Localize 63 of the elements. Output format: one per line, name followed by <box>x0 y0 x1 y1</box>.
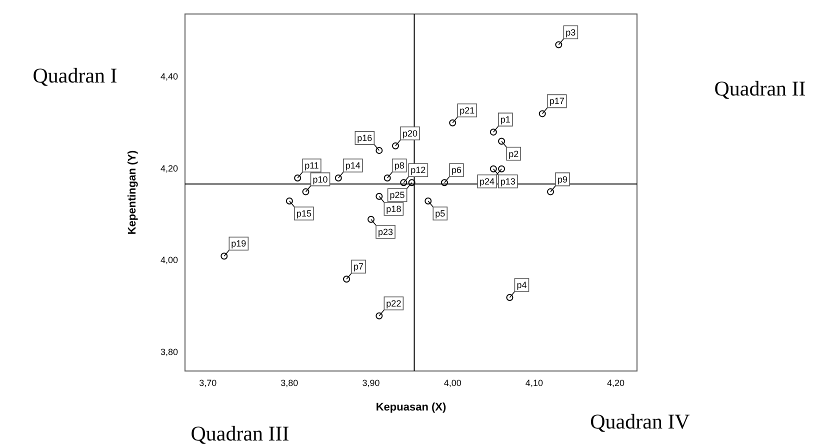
point <box>286 198 293 204</box>
data-label: p1 <box>500 114 510 125</box>
y-tick-label: 3,80 <box>160 347 178 358</box>
data-label: p11 <box>304 160 319 171</box>
data-label: p22 <box>386 298 402 308</box>
data-label: p12 <box>410 165 426 176</box>
point <box>547 188 554 196</box>
point <box>334 174 342 182</box>
text: Quadran I <box>32 64 118 88</box>
data-label: p19 <box>231 238 246 249</box>
x-tick-label: 3,90 <box>362 378 380 388</box>
point <box>490 128 497 136</box>
data-label: p24 <box>480 176 495 186</box>
point <box>294 174 302 182</box>
y-tick-label: 4,00 <box>160 255 178 266</box>
data-label: p15 <box>296 208 312 218</box>
point <box>498 138 506 145</box>
point <box>384 174 391 182</box>
x-tick-label: 4,20 <box>607 378 625 388</box>
data-label: p5 <box>435 208 446 218</box>
point <box>376 192 383 200</box>
point <box>506 294 514 301</box>
x-tick-label: 3,70 <box>199 378 217 388</box>
data-label: p4 <box>516 280 527 290</box>
data-label: p6 <box>451 165 462 176</box>
data-label: p23 <box>378 226 394 237</box>
y-axis-title: Kepentingan (Y) <box>126 150 139 235</box>
point <box>449 119 456 126</box>
data-label: p7 <box>354 262 364 272</box>
data-label: p21 <box>460 105 475 116</box>
text: Quadran IV <box>590 410 690 434</box>
point <box>555 41 562 48</box>
point <box>376 312 383 320</box>
data-label: p2 <box>508 148 519 159</box>
data-label: p25 <box>390 190 405 200</box>
data-label: p8 <box>394 160 404 171</box>
data-label: p3 <box>566 27 576 38</box>
text: Quadran II <box>714 76 806 101</box>
data-label: p17 <box>549 96 564 106</box>
data-label: p14 <box>345 160 360 171</box>
data-label: p10 <box>312 174 328 184</box>
point <box>392 142 399 150</box>
x-axis-title: Kepuasan (X) <box>376 401 446 414</box>
y-tick-label: 4,40 <box>160 71 178 82</box>
data-label: p13 <box>500 176 516 186</box>
point <box>424 198 432 204</box>
point <box>220 252 228 260</box>
x-tick-label: 3,80 <box>280 378 298 388</box>
point <box>343 276 350 283</box>
point <box>376 146 383 154</box>
point <box>302 188 310 196</box>
x-tick-label: 4,00 <box>444 378 462 388</box>
data-label: p18 <box>386 204 402 214</box>
text: Quadran III <box>190 422 290 446</box>
data-label: p9 <box>558 174 568 184</box>
point <box>498 165 506 172</box>
data-label: p20 <box>402 128 418 138</box>
point <box>490 165 497 172</box>
point <box>538 110 546 118</box>
data-label: p16 <box>357 132 372 143</box>
y-tick-label: 4,20 <box>160 163 178 174</box>
x-tick-label: 4,10 <box>525 378 543 388</box>
point <box>368 216 375 223</box>
